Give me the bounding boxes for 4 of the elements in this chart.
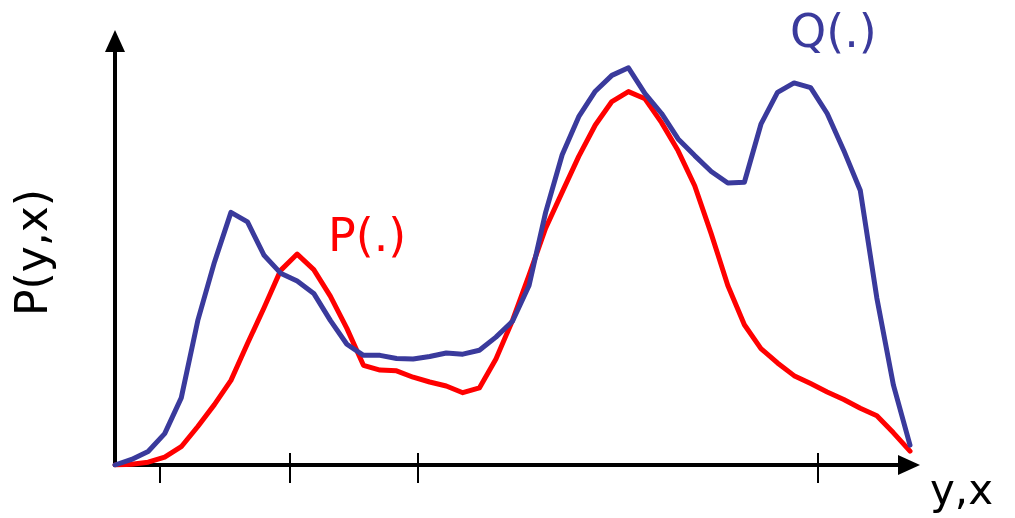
x-axis-title: y,x — [930, 464, 994, 514]
series-label: Q(.) — [790, 4, 877, 58]
y-axis-title: P(y,x) — [5, 189, 57, 316]
series-label: P(.) — [328, 208, 407, 262]
